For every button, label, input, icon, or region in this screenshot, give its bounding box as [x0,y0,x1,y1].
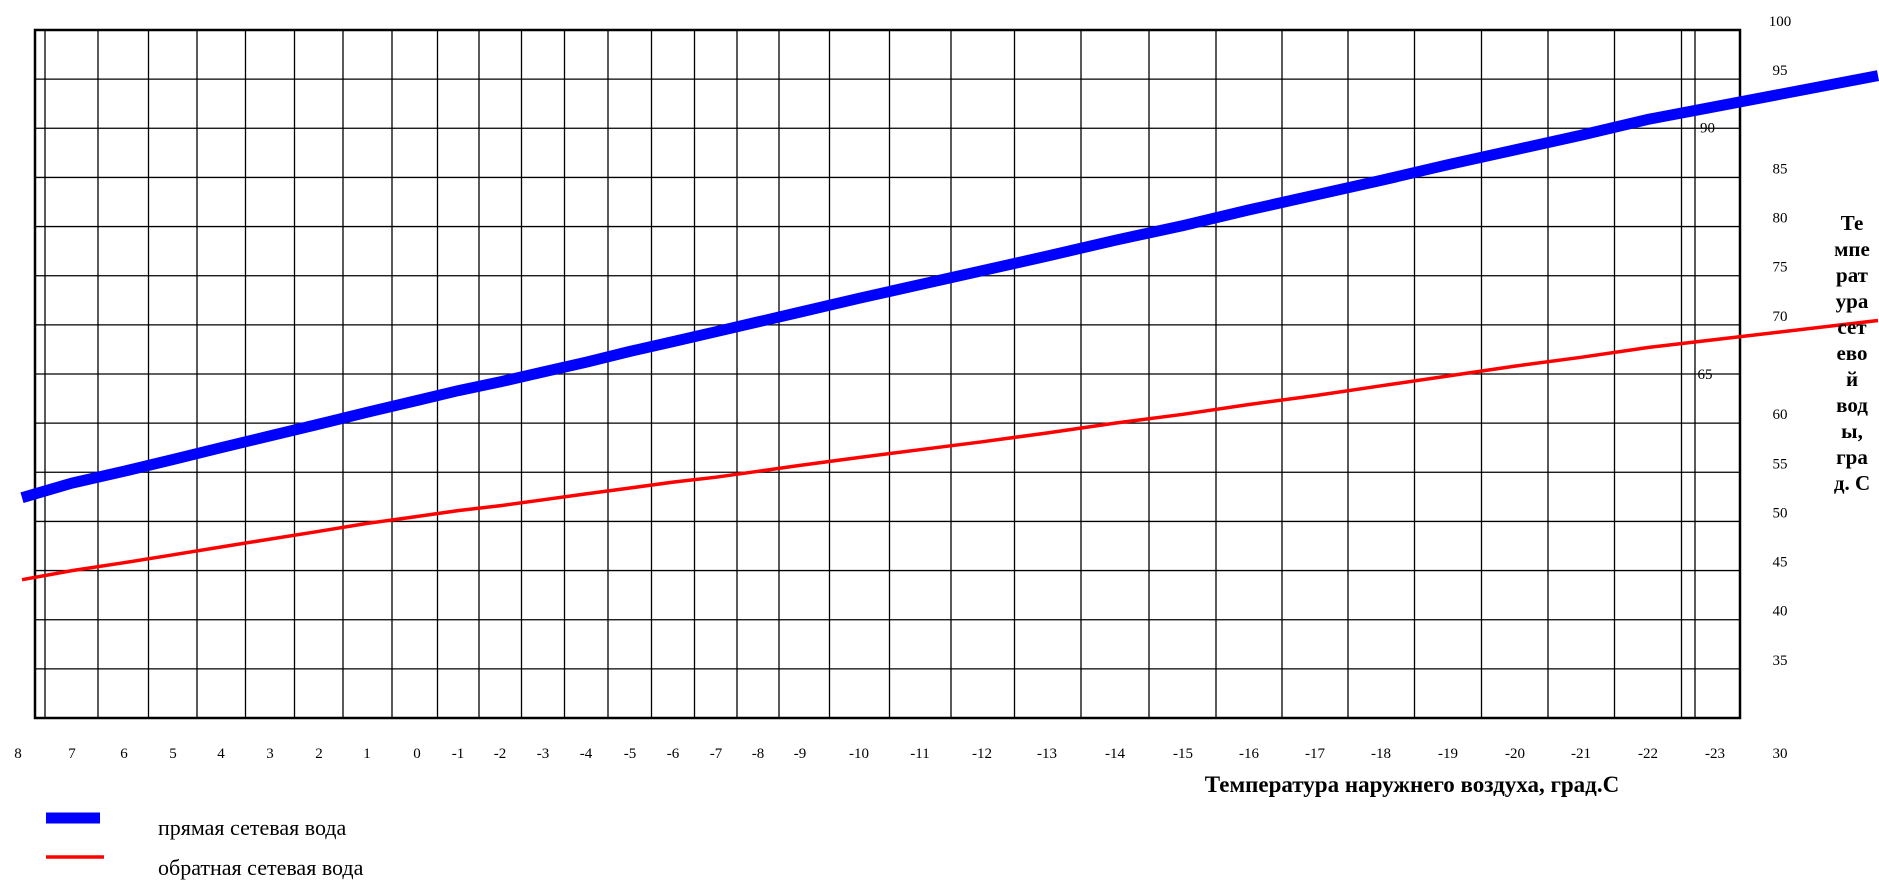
y-tick-label: 75 [1773,260,1788,276]
y-tick-label: 70 [1773,309,1788,325]
y-tick-labels: 30 35 40 45 50 55 60 70 75 80 85 95 100 [1769,14,1792,762]
x-tick-label: -14 [1105,746,1125,762]
series-line-direct [20,70,1879,503]
x-axis-title: Температура наружнего воздуха, град.С [1205,772,1619,797]
y-axis-title-part: мпе [1834,237,1870,261]
x-tick-label: -20 [1505,746,1525,762]
x-tick-label: 2 [315,746,323,762]
annotation-label: 90 [1700,120,1715,136]
y-tick-label: 30 [1773,746,1788,762]
y-axis-title-part: гра [1836,445,1868,469]
y-axis-title-part: сет [1837,315,1867,339]
y-tick-label: 35 [1773,653,1788,669]
y-axis-title-part: вод [1836,393,1868,417]
x-tick-label: -18 [1371,746,1391,762]
x-tick-label: -9 [794,746,807,762]
x-tick-label: -6 [667,746,680,762]
x-tick-label: -5 [624,746,637,762]
x-tick-label: -21 [1571,746,1591,762]
y-axis-title-part: ы, [1841,419,1863,443]
y-tick-label: 80 [1773,211,1788,227]
x-tick-label: -1 [452,746,465,762]
y-axis-title-part: Те [1841,211,1864,235]
y-axis-title-part: й [1846,367,1858,391]
x-tick-label: -19 [1438,746,1458,762]
x-tick-label: -4 [580,746,593,762]
y-tick-label: 85 [1773,161,1788,177]
x-tick-label: 7 [68,746,76,762]
plot-frame [33,28,1742,720]
legend: прямая сетевая вода обратная сетевая вод… [46,812,364,880]
x-tick-label: -22 [1638,746,1658,762]
y-axis-title-part: д. С [1834,471,1870,495]
y-axis-title-part: рат [1836,263,1869,287]
x-tick-label: -12 [972,746,992,762]
x-tick-label: 1 [363,746,371,762]
x-tick-label: 5 [169,746,177,762]
x-tick-label: -11 [910,746,929,762]
x-tick-label: -15 [1173,746,1193,762]
y-tick-label: 100 [1769,14,1792,30]
x-tick-labels: 8 7 6 5 4 3 2 1 0 -1 -2 -3 -4 -5 -6 -7 -8 -9 -10 -11 -12 -13 -… [14,746,1725,762]
y-tick-label: 55 [1773,456,1788,472]
x-tick-label: -7 [710,746,723,762]
y-axis-title-part: ура [1836,289,1869,313]
x-tick-label: -10 [849,746,869,762]
x-tick-label: -13 [1037,746,1057,762]
legend-label-direct: прямая сетевая вода [158,815,347,840]
y-tick-label: 95 [1773,63,1788,79]
y-tick-label: 60 [1773,407,1788,423]
x-tick-label: 3 [266,746,274,762]
series-line-return [21,318,1879,582]
x-tick-label: -2 [494,746,507,762]
grid [35,30,1741,718]
x-tick-label: -3 [537,746,550,762]
y-tick-label: 45 [1773,555,1788,571]
annotation-label: 65 [1698,367,1713,383]
series-layer [20,70,1879,582]
y-tick-label: 50 [1773,505,1788,521]
y-axis-title-part: ево [1836,341,1867,365]
x-tick-label: -17 [1305,746,1325,762]
x-tick-label: 0 [413,746,421,762]
x-tick-label: -16 [1239,746,1259,762]
x-tick-label: -8 [752,746,765,762]
x-tick-label: 6 [120,746,128,762]
y-tick-label: 40 [1773,604,1788,620]
x-tick-label: 8 [14,746,22,762]
x-tick-label: -23 [1705,746,1725,762]
x-tick-label: 4 [217,746,225,762]
legend-label-return: обратная сетевая вода [158,855,364,880]
